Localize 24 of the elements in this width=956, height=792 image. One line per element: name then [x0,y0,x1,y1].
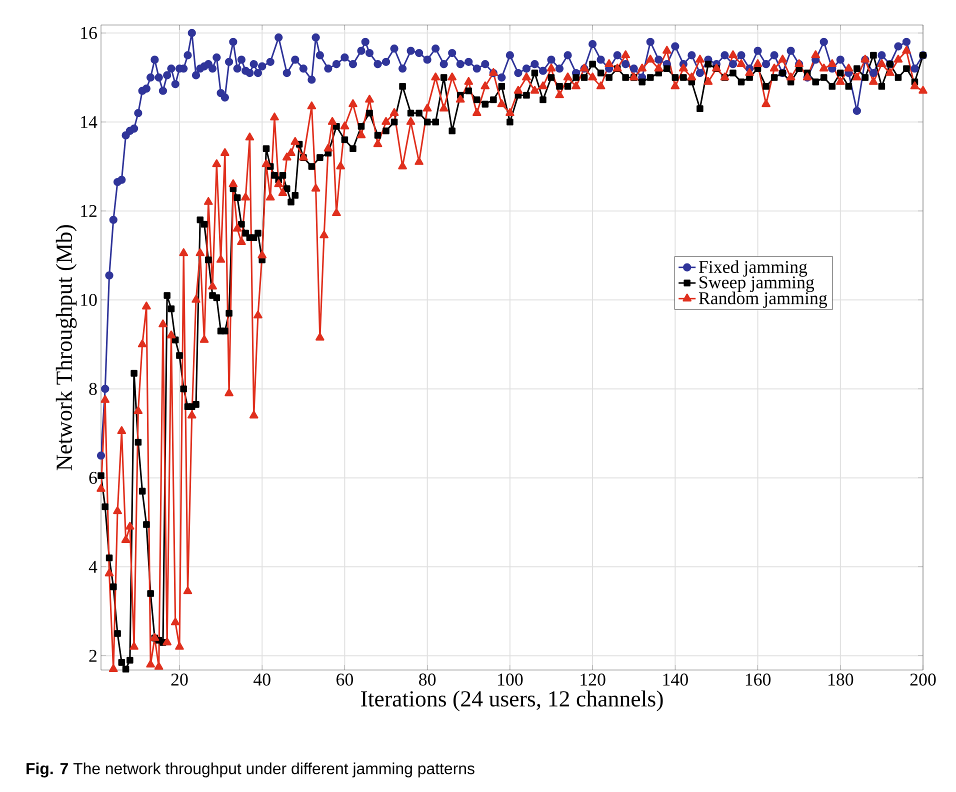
legend-label: Sweep jamming [700,276,814,292]
x-tick-label: 20 [171,674,188,686]
x-tick-label: 120 [580,674,606,686]
x-tick-label: 180 [828,674,854,686]
y-axis-title: Network Throughput (Mb) [56,225,77,470]
x-tick-label: 40 [253,674,270,686]
x-tick-label: 60 [336,674,353,686]
y-tick-label: 4 [88,560,98,573]
legend-label: Random jamming [698,292,828,308]
x-tick-label: 200 [910,674,936,686]
y-tick-label: 6 [89,472,97,484]
y-tick-label: 14 [81,116,98,128]
x-tick-label: 140 [663,674,688,686]
x-tick-label: 100 [498,674,523,686]
x-tick-label: 160 [746,674,771,686]
y-tick-label: 8 [89,382,97,395]
x-axis-title: Iterations (24 users, 12 channels) [361,690,663,712]
y-tick-label: 12 [81,205,96,217]
y-tick-label: 10 [81,294,97,306]
y-tick-label: 16 [81,26,97,40]
y-tick-label: 2 [89,650,96,662]
text: Fig. 7 The network throughput under different jamming patterns [26,762,474,778]
x-tick-label: 80 [419,674,436,686]
legend-label: Fixed jamming [698,260,808,277]
